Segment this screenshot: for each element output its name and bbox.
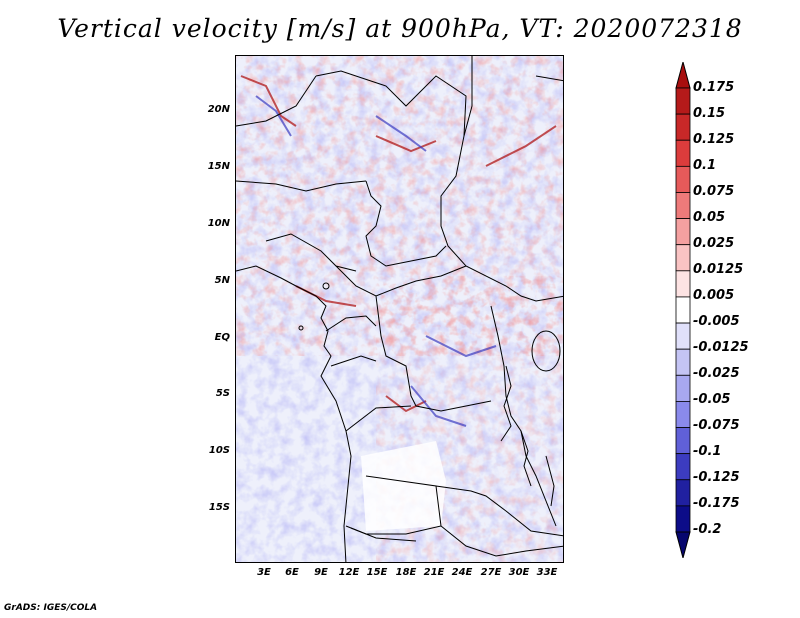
colorbar-label: 0.15 (693, 106, 726, 121)
colorbar-label: 0.025 (693, 236, 735, 251)
colorbar-top-arrow (675, 62, 691, 89)
lat-label: 5S (215, 388, 230, 399)
lon-label: 3E (257, 567, 271, 578)
colorbar-segment (675, 165, 691, 193)
colorbar-segment (675, 270, 691, 298)
lon-label: 12E (338, 567, 360, 578)
lat-label: 15N (207, 161, 230, 172)
colorbar-segment (675, 479, 691, 507)
colorbar (675, 62, 691, 558)
colorbar-label: 0.075 (693, 184, 735, 199)
map-frame (235, 55, 564, 563)
colorbar-label: 0.1 (693, 158, 717, 173)
lon-label: 21E (423, 567, 445, 578)
colorbar-segment (675, 322, 691, 350)
lon-label: 18E (395, 567, 417, 578)
lat-label: 15S (208, 502, 230, 513)
colorbar-label: -0.175 (693, 496, 740, 511)
colorbar-segment (675, 244, 691, 272)
colorbar-segment (675, 453, 691, 481)
colorbar-segment (675, 348, 691, 376)
plot-title: Vertical velocity [m/s] at 900hPa, VT: 2… (57, 14, 743, 43)
colorbar-label: 0.175 (693, 80, 735, 95)
colorbar-bottom-arrow (675, 531, 691, 558)
colorbar-label: 0.0125 (693, 262, 744, 277)
colorbar-label: -0.125 (693, 470, 740, 485)
lat-label: 10S (208, 445, 230, 456)
colorbar-label: -0.1 (693, 444, 722, 459)
lon-label: 33E (536, 567, 558, 578)
lon-label: 9E (314, 567, 328, 578)
lat-label: EQ (214, 332, 230, 343)
colorbar-segment (675, 401, 691, 428)
lon-label: 6E (285, 567, 299, 578)
colorbar-segment (675, 427, 691, 455)
lon-label: 27E (480, 567, 502, 578)
colorbar-segment (675, 218, 691, 246)
lat-label: 5N (214, 275, 230, 286)
colorbar-segment (675, 192, 691, 219)
colorbar-label: -0.2 (693, 522, 722, 537)
colorbar-label: -0.0125 (693, 340, 749, 355)
lon-label: 30E (508, 567, 530, 578)
colorbar-label: -0.005 (693, 314, 740, 329)
colorbar-label: -0.025 (693, 366, 740, 381)
colorbar-segment (675, 374, 691, 402)
colorbar-label: -0.075 (693, 418, 740, 433)
colorbar-segment (675, 113, 691, 141)
lat-label: 10N (207, 218, 230, 229)
velocity-field (236, 56, 563, 562)
colorbar-segment (675, 296, 691, 324)
lon-label: 24E (451, 567, 473, 578)
colorbar-segment (675, 505, 691, 533)
colorbar-label: -0.05 (693, 392, 731, 407)
colorbar-segment (675, 87, 691, 115)
colorbar-label: 0.005 (693, 288, 735, 303)
grads-credit: GrADS: IGES/COLA (4, 603, 98, 613)
lat-label: 20N (207, 104, 230, 115)
lon-label: 15E (366, 567, 388, 578)
colorbar-segment (675, 139, 691, 167)
colorbar-label: 0.05 (693, 210, 726, 225)
colorbar-label: 0.125 (693, 132, 735, 147)
